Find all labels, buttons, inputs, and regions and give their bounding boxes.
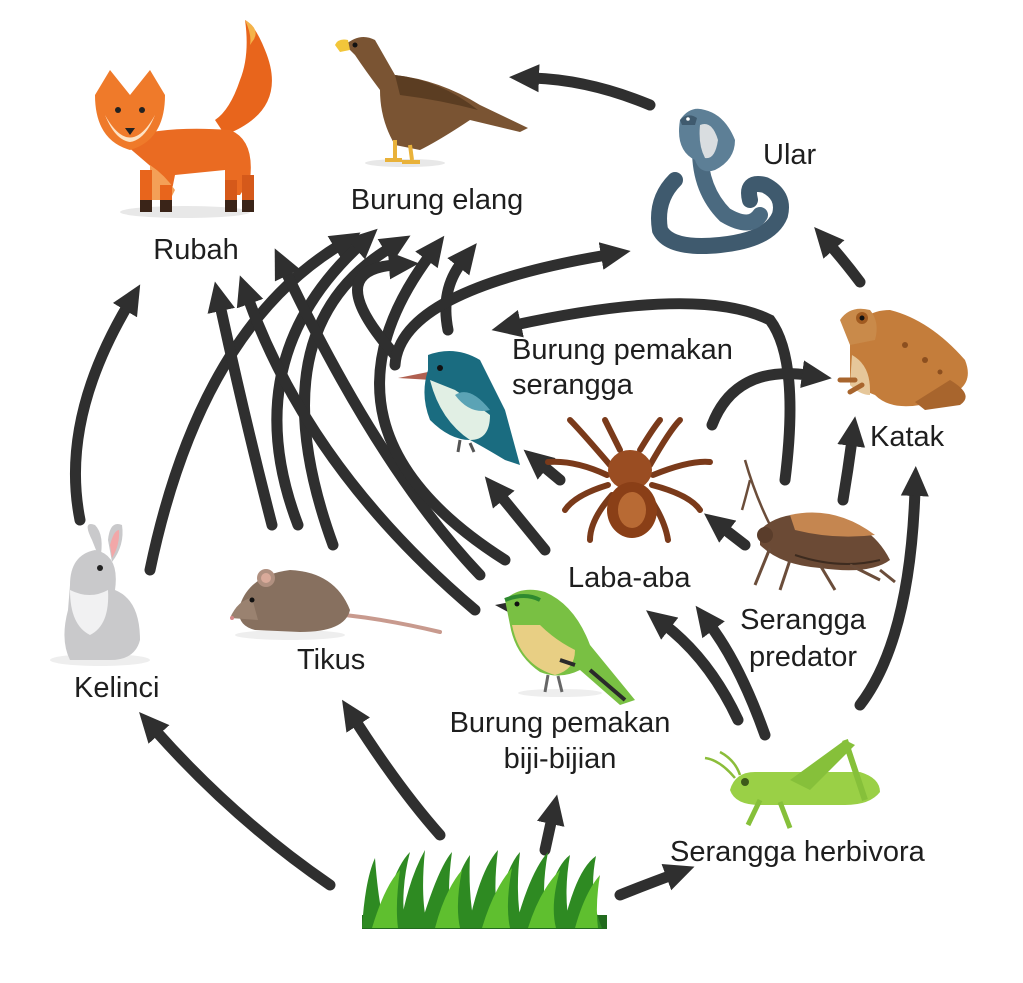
arrow-laba-burung-serangga (523, 449, 566, 486)
insectivore-bird-icon (398, 351, 520, 465)
label-laba-aba: Laba-aba (568, 562, 691, 594)
arrow-laba-katak (706, 360, 832, 431)
label-burung-serangga-line1: Burung pemakan (512, 334, 733, 366)
arrow-serangga-predator-katak (837, 416, 866, 506)
arrow-kelinci-elang (144, 232, 361, 576)
arrow-burung-biji-elang-2 (352, 251, 419, 361)
arrow-burung-serangga-ular (389, 242, 631, 371)
label-tikus: Tikus (297, 644, 366, 676)
rabbit-icon (50, 524, 150, 666)
label-burung-biji-line2: biji-bijian (503, 743, 617, 775)
predatory-insect-icon (740, 459, 896, 591)
arrow-katak-ular (814, 227, 866, 288)
label-katak: Katak (870, 421, 945, 453)
label-kelinci: Kelinci (74, 672, 160, 704)
eagle-icon (335, 36, 528, 167)
fox-icon (95, 20, 272, 218)
label-burung-serangga-line2: serangga (512, 369, 633, 401)
label-rubah: Rubah (153, 234, 239, 266)
arrow-tikus-rubah (207, 281, 278, 531)
arrow-rumput-serangga-herbivora (614, 863, 695, 901)
arrow-ular-elang (509, 64, 656, 111)
seed-bird-icon (495, 589, 635, 705)
arrow-rumput-kelinci (139, 712, 336, 891)
frog-icon (837, 308, 968, 410)
arrow-serangga-herbivora-katak (854, 466, 929, 711)
arrow-rumput-tikus (342, 699, 446, 841)
arrow-burung-biji-elang (374, 235, 511, 566)
arrow-burung-serangga-elang (440, 243, 477, 336)
label-serangga-predator-line1: Serangga (740, 604, 866, 636)
arrow-rumput-burung-biji (537, 794, 565, 856)
arrow-serangga-predator-laba (704, 513, 751, 551)
arrow-kelinci-rubah (70, 284, 141, 526)
spider-body (607, 450, 657, 538)
label-burung-elang: Burung elang (350, 184, 524, 216)
mouse-icon (230, 569, 442, 640)
grasshopper-icon (704, 739, 880, 829)
label-burung-biji-line1: Burung pemakan (449, 707, 671, 739)
spider-icon (545, 417, 713, 543)
arrow-serangga-predator-burung-serangga (491, 298, 796, 486)
arrow-serangga-herbivora-laba (646, 610, 744, 726)
cobra-icon (651, 108, 789, 254)
arrow-burung-biji-rubah (236, 275, 481, 616)
arrow-serangga-herbivora-laba-2 (695, 605, 771, 741)
label-ular: Ular (763, 139, 817, 171)
grass-icon (362, 850, 607, 929)
arrow-burung-biji-rubah-2 (274, 248, 486, 581)
arrow-laba-burung-serangga-2 (484, 476, 551, 556)
label-serangga-herbivora: Serangga herbivora (670, 836, 925, 868)
arrow-tikus-elang (298, 235, 411, 551)
label-serangga-predator-line2: predator (748, 641, 858, 673)
